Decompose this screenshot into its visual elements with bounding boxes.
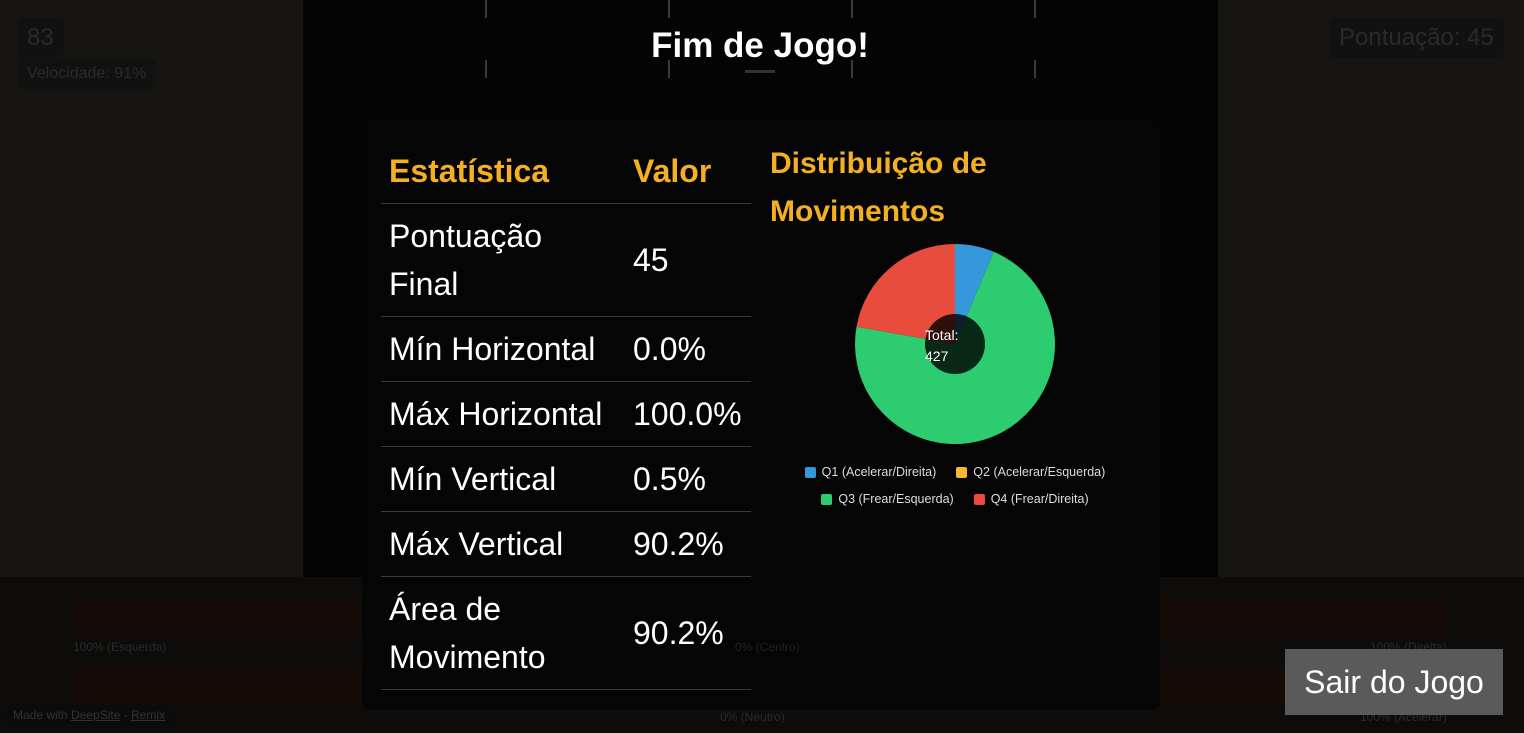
made-with-badge: Made with DeepSite - Remix: [6, 705, 173, 725]
stat-label: Máx Horizontal: [381, 380, 625, 446]
exit-game-button[interactable]: Sair do Jogo: [1285, 649, 1503, 715]
legend-swatch: [804, 466, 816, 478]
table-row: Máx Horizontal 100.0%: [381, 380, 751, 446]
legend-swatch: [821, 493, 833, 505]
meter-label-center: 0% (Centro): [735, 640, 800, 654]
timer: 83: [17, 18, 64, 58]
stat-label: Pontuação Final: [381, 202, 625, 316]
stat-label: Área de Movimento: [381, 575, 625, 690]
table-row: Área de Movimento 90.2%: [381, 575, 751, 690]
legend-item[interactable]: Q1 (Acelerar/Direita): [804, 465, 937, 479]
legend-label: Q2 (Acelerar/Esquerda): [973, 465, 1106, 479]
speed-indicator: Velocidade: 91%: [17, 59, 157, 89]
total-value: 427: [925, 348, 949, 364]
stat-label: Máx Vertical: [381, 510, 625, 576]
header-value: Valor: [633, 152, 712, 189]
remix-link[interactable]: Remix: [131, 708, 166, 722]
legend-swatch: [973, 493, 985, 505]
vertical-meter: [72, 667, 362, 707]
deepsite-link[interactable]: DeepSite: [71, 708, 121, 722]
chart-legend: Q1 (Acelerar/Direita) Q2 (Acelerar/Esque…: [790, 465, 1120, 506]
table-row: Mín Vertical 0.5%: [381, 445, 751, 511]
header-stat: Estatística: [389, 152, 550, 189]
legend-item[interactable]: Q4 (Frear/Direita): [973, 492, 1089, 506]
chart-title: Distribuição de Movimentos: [770, 147, 987, 228]
score-display: Pontuação: 45: [1329, 18, 1504, 58]
game-over-title: Fim de Jogo!: [651, 26, 869, 65]
horizontal-meter: [72, 597, 362, 637]
table-row: Mín Horizontal 0.0%: [381, 315, 751, 381]
horizontal-meter: [1160, 597, 1448, 637]
divider: [745, 70, 775, 73]
legend-item[interactable]: Q3 (Frear/Esquerda): [821, 492, 954, 506]
stat-value: 45: [625, 202, 751, 316]
stat-value: 90.2%: [625, 510, 751, 576]
stat-value: 0.0%: [625, 315, 751, 381]
stat-label: Mín Vertical: [381, 445, 625, 511]
legend-item[interactable]: Q2 (Acelerar/Esquerda): [956, 465, 1105, 479]
legend-label: Q1 (Acelerar/Direita): [821, 465, 937, 479]
stat-value: 100.0%: [625, 380, 751, 446]
table-row: Máx Vertical 90.2%: [381, 510, 751, 576]
stat-value: 0.5%: [625, 445, 751, 511]
stats-table: Estatística Valor Pontuação Final 45 Mín H…: [381, 140, 751, 690]
total-label: Total:: [925, 327, 959, 343]
chart-center-label: Total: 427: [925, 325, 958, 367]
pie-slice[interactable]: [856, 244, 955, 344]
made-with-text: Made with: [13, 708, 68, 722]
doughnut-hole: [925, 314, 985, 374]
meter-label: 0% (Neutro): [720, 710, 785, 724]
doughnut-chart: [855, 244, 1055, 445]
legend-label: Q3 (Frear/Esquerda): [838, 492, 954, 506]
stat-label: Mín Horizontal: [381, 315, 625, 381]
stat-value: 90.2%: [625, 575, 751, 690]
legend-swatch: [956, 466, 968, 478]
legend-label: Q4 (Frear/Direita): [990, 492, 1089, 506]
meter-label: 100% (Esquerda): [73, 640, 167, 654]
table-row: Pontuação Final 45: [381, 202, 751, 316]
